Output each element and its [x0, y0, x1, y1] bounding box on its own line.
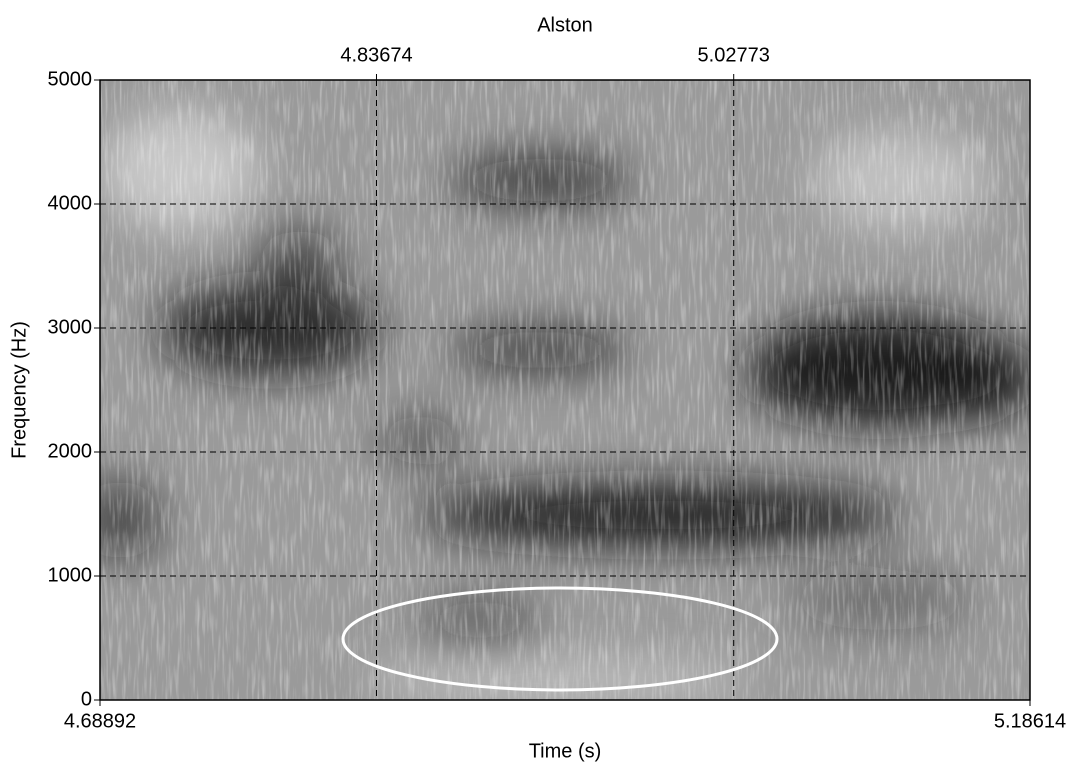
y-tick-label: 0 [81, 688, 92, 710]
plot-frame [99, 79, 1031, 701]
y-tick-label: 2000 [48, 440, 93, 462]
x-tick-label: 4.68892 [64, 710, 136, 732]
y-axis-label: Frequency (Hz) [8, 321, 30, 459]
highlight-ellipse [341, 586, 779, 692]
x2-tick-label: 5.02773 [698, 44, 770, 66]
y-tick-label: 4000 [48, 192, 93, 214]
x2-tick-label: 4.83674 [340, 44, 412, 66]
y-tick-label: 1000 [48, 564, 93, 586]
chart-title: Alston [537, 14, 593, 36]
y-tick-label: 3000 [48, 316, 93, 338]
x-tick-label: 5.18614 [994, 710, 1066, 732]
y-tick-label: 5000 [48, 68, 93, 90]
spectrogram [100, 80, 1030, 700]
x-axis-label: Time (s) [529, 740, 602, 762]
